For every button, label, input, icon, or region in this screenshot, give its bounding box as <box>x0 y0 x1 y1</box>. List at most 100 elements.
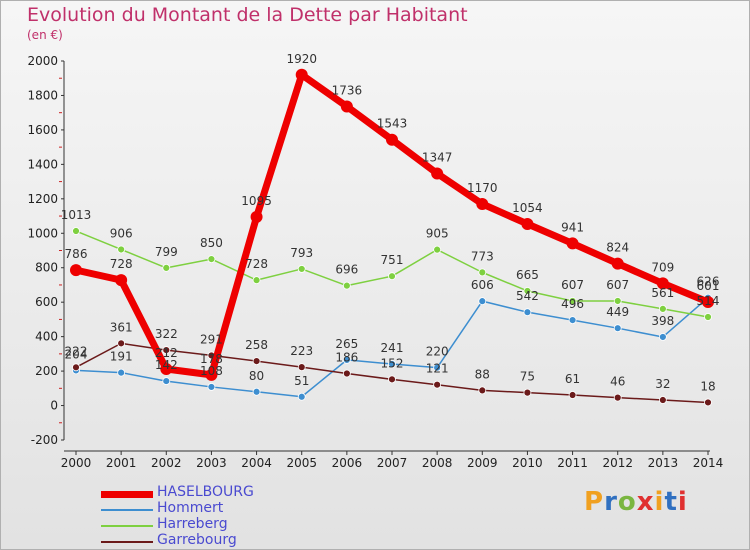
data-label: 152 <box>381 356 404 370</box>
data-point <box>433 363 442 372</box>
data-label: 1920 <box>286 52 317 66</box>
data-point <box>656 277 669 290</box>
x-tick-label: 2006 <box>332 456 363 470</box>
data-point <box>431 167 444 180</box>
data-label: 258 <box>245 338 268 352</box>
data-label: 906 <box>110 226 133 240</box>
data-point <box>207 255 216 264</box>
data-label: 191 <box>110 350 133 364</box>
data-point <box>568 391 577 399</box>
data-point <box>478 297 487 306</box>
data-label: 1347 <box>422 150 453 164</box>
data-label: 291 <box>200 332 223 346</box>
x-tick-label: 2013 <box>648 456 679 470</box>
data-label: 793 <box>290 246 313 260</box>
x-tick-label: 2001 <box>106 456 137 470</box>
data-point <box>613 393 622 402</box>
data-point <box>342 281 351 290</box>
data-label: 220 <box>426 345 449 359</box>
data-point <box>702 296 714 309</box>
data-point <box>658 396 667 404</box>
data-label: 850 <box>200 236 223 250</box>
data-label: 88 <box>475 367 490 381</box>
x-tick-label: 2010 <box>512 456 543 470</box>
brand-letter: t <box>664 487 678 517</box>
y-tick-label: 800 <box>35 261 58 275</box>
data-label: 1736 <box>332 83 363 97</box>
legend-swatch <box>101 525 153 527</box>
data-label: 542 <box>516 289 539 303</box>
data-point <box>613 297 622 305</box>
data-point <box>205 368 218 381</box>
y-tick-label: 2000 <box>27 54 58 68</box>
brand-logo: Proxiti <box>584 487 688 517</box>
data-point <box>342 355 351 364</box>
data-label: 322 <box>155 327 178 341</box>
data-label: 1170 <box>467 181 498 195</box>
data-labels: 786 728 212 178 1095 1920 1736 1543 1347 1170 1054… <box>61 52 720 394</box>
legend-label: HASELBOURG <box>157 484 254 500</box>
data-label: 728 <box>245 257 268 271</box>
chart-title: Evolution du Montant de la Dette par Hab… <box>27 4 468 26</box>
axes: -200 0 200 400 600 800 1000 1200 1400 1600 1800 200… <box>27 54 723 470</box>
brand-letter: x <box>636 487 655 517</box>
data-point <box>521 217 534 230</box>
data-label: 18 <box>700 379 715 393</box>
data-label: 601 <box>697 279 720 293</box>
series-garrebourg <box>72 339 712 407</box>
data-label: 223 <box>290 344 313 358</box>
data-point <box>566 237 579 250</box>
data-label: 751 <box>381 253 404 267</box>
legend-label: Harreberg <box>157 516 228 532</box>
data-label: 786 <box>65 247 88 261</box>
data-label: 142 <box>155 358 178 372</box>
data-point <box>433 380 442 389</box>
x-tick-label: 2002 <box>151 456 182 470</box>
data-point <box>523 388 532 397</box>
data-point <box>252 387 261 396</box>
x-tick-label: 2005 <box>286 456 317 470</box>
data-label: 773 <box>471 249 494 263</box>
data-label: 1013 <box>61 208 92 222</box>
data-label: 108 <box>200 364 223 378</box>
data-point <box>117 245 126 254</box>
data-label: 696 <box>335 263 358 277</box>
data-point <box>295 68 308 81</box>
y-tick-label: 200 <box>35 364 58 378</box>
data-point <box>388 272 396 281</box>
data-label: 709 <box>651 260 674 274</box>
data-point <box>523 287 532 295</box>
data-label: 265 <box>335 337 358 351</box>
brand-letter: i <box>654 487 665 517</box>
series-haselbourg <box>70 68 714 381</box>
data-label: 241 <box>381 341 404 355</box>
data-point <box>433 245 442 254</box>
data-point <box>252 276 261 285</box>
brand-letter: r <box>604 487 618 517</box>
data-point <box>70 264 82 277</box>
data-point <box>342 369 351 378</box>
data-label: 361 <box>110 320 133 334</box>
data-label: 824 <box>606 241 629 255</box>
data-label: 1054 <box>512 201 543 215</box>
data-point <box>388 360 396 368</box>
data-point <box>340 100 353 113</box>
data-point <box>523 308 532 317</box>
data-point <box>704 313 712 321</box>
y-tick-label: -200 <box>31 433 58 447</box>
x-tick-label: 2014 <box>693 456 724 470</box>
x-tick-label: 2003 <box>196 456 227 470</box>
data-label: 61 <box>565 372 580 386</box>
data-point <box>252 357 261 365</box>
brand-letter: o <box>617 487 637 517</box>
data-label: 607 <box>606 278 629 292</box>
y-tick-label: 1400 <box>27 157 58 171</box>
data-point <box>117 339 126 348</box>
data-label: 799 <box>155 245 178 259</box>
data-label: 607 <box>561 278 584 292</box>
data-label: 222 <box>65 344 88 358</box>
data-label: 905 <box>426 227 449 241</box>
data-point <box>568 316 577 324</box>
data-label: 186 <box>335 351 358 365</box>
